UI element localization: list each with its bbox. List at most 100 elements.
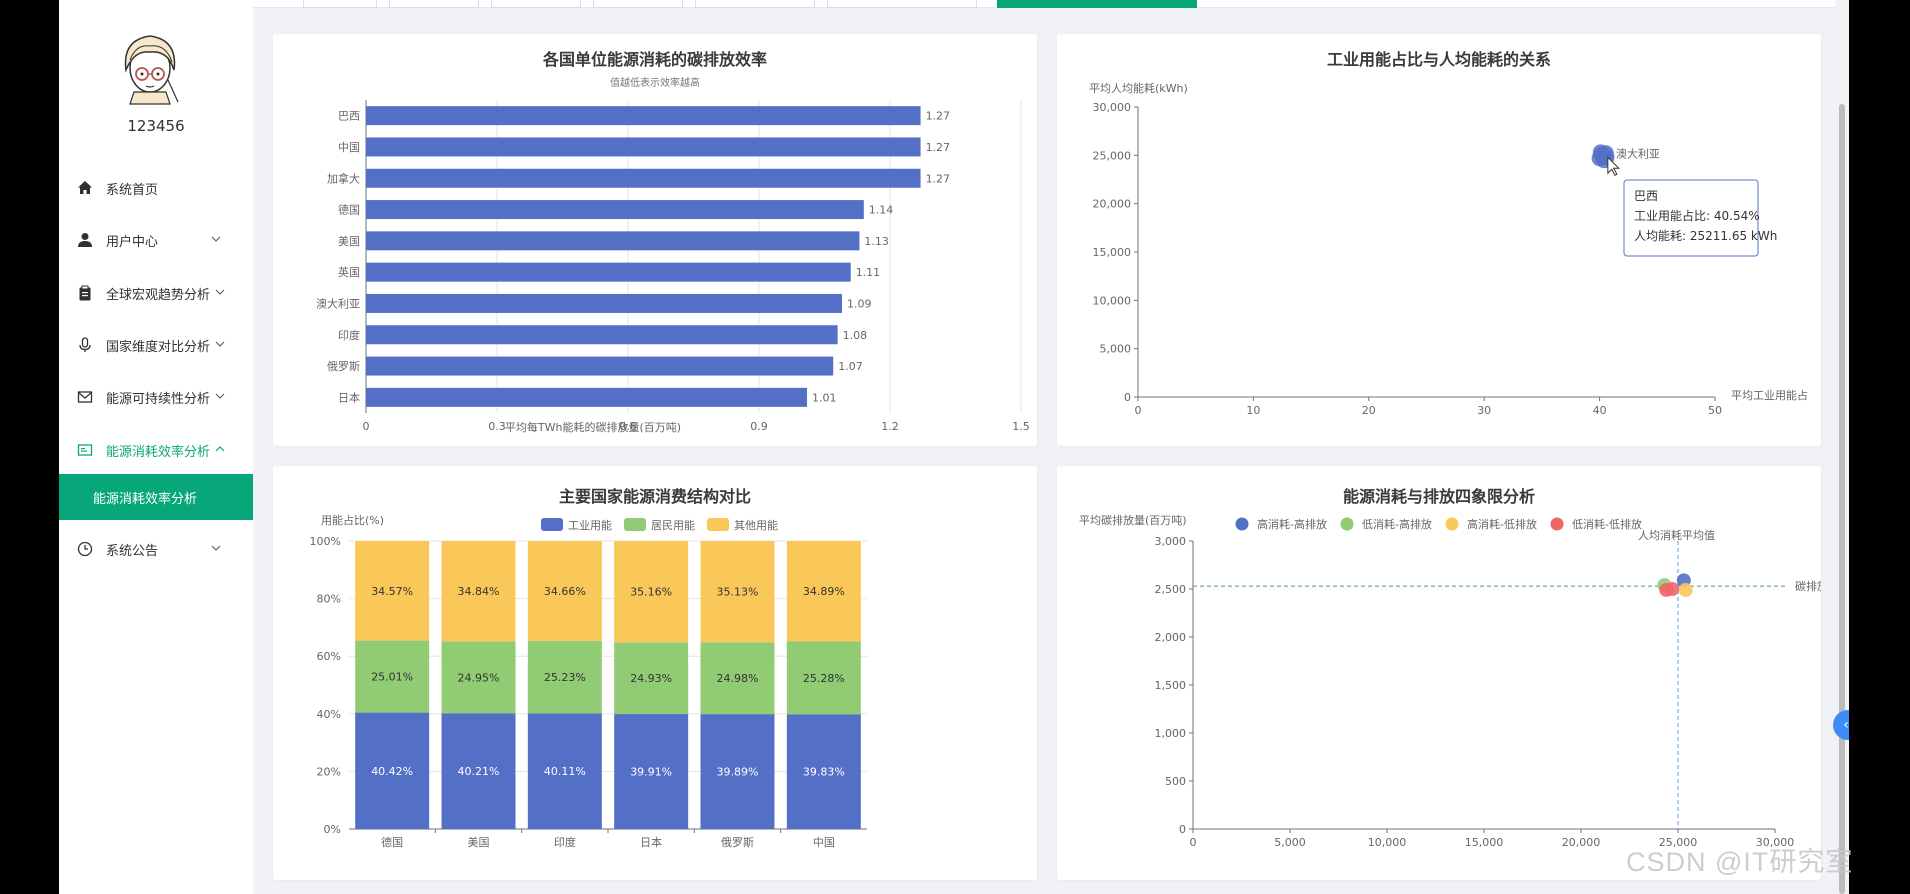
tooltip-line: 工业用能占比: 40.54% [1634,208,1760,223]
clipboard-icon [79,285,91,301]
x-tick-label: 0.9 [750,420,768,433]
y-tick-label: 10,000 [1093,294,1132,307]
x-tick-label: 20,000 [1562,836,1601,849]
data-label: 1.27 [926,141,951,154]
side-collapse-button[interactable]: ‹ [1833,710,1849,740]
legend-swatch [624,518,646,531]
sidebar-item-sustainability[interactable]: 能源可持续性分析 [59,375,253,419]
x-tick-label: 0.6 [619,420,637,433]
x-axis-label: 平均工业用能占 [1731,388,1808,402]
legend-marker [1235,517,1249,531]
avatar[interactable] [116,30,184,105]
y-tick-label: 60% [317,650,341,663]
tab-5[interactable] [695,0,815,8]
x-tick-label: 1.2 [881,420,899,433]
legend-label: 低消耗-低排放 [1572,517,1642,531]
chart-title: 主要国家能源消费结构对比 [559,487,751,506]
chart-card-industry-vs-energy: 工业用能占比与人均能耗的关系 平均人均能耗(kWh) 平均工业用能占 0 5,00… [1057,34,1821,446]
data-label: 1.01 [812,391,837,404]
data-label: 34.57% [371,585,413,598]
chart-title: 能源消耗与排放四象限分析 [1343,487,1535,506]
y-tick-label: 英国 [338,265,360,279]
data-label: 24.95% [458,671,500,684]
chart-card-carbon-efficiency: 各国单位能源消耗的碳排放效率 值越低表示效率越高 平均每TWh能耗的碳排放量(百… [273,34,1037,446]
y-axis-label: 平均碳排放量(百万吨) [1079,513,1187,527]
y-tick-label: 美国 [338,235,360,248]
bar [366,325,838,345]
y-tick-label: 澳大利亚 [316,296,360,310]
data-label: 40.11% [544,765,586,778]
scatter-point [1665,582,1680,596]
scrollbar-thumb[interactable] [1839,104,1845,894]
sidebar-item-announcements[interactable]: 系统公告 [59,527,253,571]
sidebar-item-label: 系统公告 [106,543,159,559]
user-icon [78,233,92,247]
tooltip-box [1623,179,1759,257]
sidebar-item-user-center[interactable]: 用户中心 [59,218,253,262]
legend-swatch [707,518,729,531]
x-tick-label: 俄罗斯 [721,836,754,849]
industry-energy-scatter-chart[interactable]: 工业用能占比与人均能耗的关系 平均人均能耗(kWh) 平均工业用能占 0 5,00… [1057,34,1821,446]
sidebar-item-home[interactable]: 系统首页 [59,166,253,210]
sidebar-item-label: 系统首页 [106,182,159,198]
sidebar-item-label: 能源消耗效率分析 [106,444,211,460]
chevron-down-icon [211,545,221,551]
x-tick-label: 0 [1135,404,1142,417]
carbon-efficiency-bar-chart[interactable]: 各国单位能源消耗的碳排放效率 值越低表示效率越高 平均每TWh能耗的碳排放量(百… [273,34,1037,446]
sidebar-item-country-compare[interactable]: 国家维度对比分析 [59,323,253,367]
chart-card-consumption-structure: 主要国家能源消费结构对比 用能占比(%) 0% 20% 40% 60% 80% 100% 4… [273,466,1037,880]
scrollbar[interactable] [1835,0,1849,894]
legend-label: 高消耗-高排放 [1257,517,1327,531]
data-label: 25.01% [371,671,413,684]
data-label: 25.23% [544,671,586,684]
chevron-down-icon [211,236,221,242]
bar [366,231,860,251]
bar-segment [527,541,602,641]
x-tick-label: 1.5 [1012,420,1030,433]
bar-segment [786,714,861,829]
bar [366,200,864,220]
data-label: 1.27 [926,110,951,123]
scatter-point [1678,582,1693,597]
bar-segment [441,713,516,829]
sidebar: 123456 系统首页 用户中心 全球宏观趋势分析 国家维度对比分析 能源可持续… [59,0,253,894]
sidebar-item-efficiency[interactable]: 能源消耗效率分析 [59,428,253,472]
bar-segment [355,541,430,641]
home-icon [78,181,92,194]
y-tick-label: 巴西 [338,110,360,123]
sidebar-item-label: 全球宏观趋势分析 [106,287,211,303]
consumption-structure-stacked-chart[interactable]: 主要国家能源消费结构对比 用能占比(%) 0% 20% 40% 60% 80% 100% 4… [273,466,1037,880]
tab-3[interactable] [491,0,581,8]
tab-1[interactable] [303,0,377,8]
data-label: 1.08 [843,329,868,342]
tab-4[interactable] [593,0,683,8]
sidebar-item-global-trend[interactable]: 全球宏观趋势分析 [59,271,253,315]
tab-6[interactable] [827,0,977,8]
mail-icon [77,391,93,403]
y-tick-label: 日本 [338,390,360,404]
x-tick-label: 5,000 [1274,836,1306,849]
point-label: 澳大利亚 [1616,146,1660,160]
username: 123456 [127,117,185,135]
chart-subtitle: 值越低表示效率越高 [610,76,700,89]
bar-segment [614,714,689,829]
app-window: 123456 系统首页 用户中心 全球宏观趋势分析 国家维度对比分析 能源可持续… [59,0,1849,894]
submenu-item-efficiency-analysis[interactable]: 能源消耗效率分析 [59,474,253,520]
chart-card-quadrant-analysis: 能源消耗与排放四象限分析 平均碳排放量(百万吨) 0 500 1,000 1,500 2… [1057,466,1821,880]
mark-line-label: 碳排放平均值 [1795,579,1821,593]
tab-bar [253,0,1849,8]
tab-active[interactable] [997,0,1197,8]
bar [366,387,808,407]
y-tick-label: 30,000 [1093,101,1132,114]
data-label: 34.66% [544,585,586,598]
data-label: 1.27 [926,172,951,185]
sidebar-item-label: 国家维度对比分析 [106,339,211,355]
data-label: 25.28% [803,672,845,685]
bar-segment [700,714,775,829]
quadrant-scatter-chart[interactable]: 能源消耗与排放四象限分析 平均碳排放量(百万吨) 0 500 1,000 1,500 2… [1057,466,1821,880]
legend-label: 低消耗-高排放 [1362,517,1432,531]
legend-label: 工业用能 [568,518,612,532]
x-tick-label: 50 [1708,404,1722,417]
tab-2[interactable] [389,0,479,8]
x-tick-label: 10,000 [1368,836,1407,849]
